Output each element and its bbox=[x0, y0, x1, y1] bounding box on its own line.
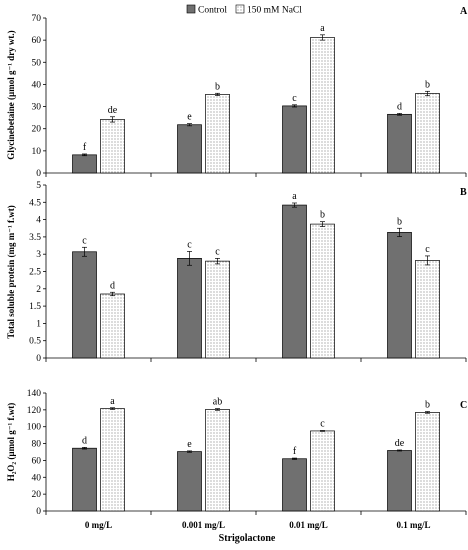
y-axis-title-b: Total soluble protein (mg m⁻¹ f.wt) bbox=[6, 205, 16, 338]
y-tick-label: 5 bbox=[36, 181, 41, 191]
x-axis-title: Strigolactone bbox=[219, 533, 276, 544]
bar-control bbox=[177, 451, 202, 512]
bar-salt bbox=[100, 119, 125, 174]
significance-letter: d bbox=[110, 280, 115, 291]
legend-label-control: Control bbox=[198, 6, 227, 16]
bar-control bbox=[282, 105, 307, 174]
bar-salt bbox=[205, 94, 230, 174]
category-label: 0.1 mg/L bbox=[396, 520, 430, 530]
bar-salt bbox=[310, 37, 335, 174]
y-tick-label: 60 bbox=[32, 36, 42, 46]
legend-label-salt: 150 mM NaCl bbox=[247, 6, 302, 16]
significance-letter: b bbox=[425, 79, 430, 90]
y-tick-label: 0 bbox=[36, 354, 41, 364]
bar-salt bbox=[100, 408, 125, 512]
significance-letter: de bbox=[395, 438, 405, 449]
legend: Control 150 mM NaCl bbox=[186, 4, 302, 16]
y-tick-label: 0 bbox=[36, 169, 41, 179]
significance-letter: de bbox=[108, 105, 118, 116]
bar-control bbox=[282, 204, 307, 359]
significance-letter: b bbox=[320, 210, 325, 221]
panel-c: C H₂O₂ (µmol g⁻¹ f.wt) 0 20 40 60 80 100 120 14… bbox=[6, 389, 467, 517]
y-tick-label: 10 bbox=[32, 147, 42, 157]
significance-letter: c bbox=[320, 419, 325, 430]
significance-letter: b bbox=[397, 216, 402, 227]
y-tick-label: 4 bbox=[36, 216, 41, 226]
significance-letter: ab bbox=[213, 397, 222, 408]
significance-letter: c bbox=[425, 244, 430, 255]
bar-salt bbox=[310, 223, 335, 359]
bar-control bbox=[387, 450, 412, 512]
significance-letter: c bbox=[215, 246, 220, 257]
bar-salt bbox=[205, 409, 230, 512]
y-tick-label: 1.5 bbox=[29, 302, 41, 312]
significance-letter: c bbox=[82, 235, 87, 246]
significance-letter: b bbox=[425, 400, 430, 411]
significance-letter: f bbox=[293, 446, 297, 457]
y-tick-label: 40 bbox=[32, 80, 42, 90]
significance-letter: d bbox=[397, 101, 402, 112]
bar-salt bbox=[205, 260, 230, 359]
panel-b: B Total soluble protein (mg m⁻¹ f.wt) 0 0… bbox=[6, 181, 467, 364]
panel-label-b: B bbox=[460, 187, 467, 198]
panel-a: A Glycinebetaine (µmol g⁻¹ dry wt.) 0 10 2… bbox=[6, 6, 468, 179]
significance-letter: a bbox=[320, 23, 325, 34]
y-axis-title-c: H₂O₂ (µmol g⁻¹ f.wt) bbox=[6, 403, 16, 482]
bar-salt bbox=[415, 93, 440, 174]
bar-control bbox=[387, 113, 412, 174]
y-tick-label: 0.5 bbox=[29, 337, 41, 347]
bar-control bbox=[387, 232, 412, 359]
y-tick-label: 20 bbox=[32, 125, 42, 135]
significance-letter: c bbox=[292, 93, 297, 104]
y-tick-label: 20 bbox=[32, 490, 42, 500]
y-tick-label: 30 bbox=[32, 103, 42, 113]
y-tick-label: 2 bbox=[36, 285, 41, 295]
y-tick-label: 70 bbox=[32, 14, 42, 24]
bar-control bbox=[177, 258, 202, 359]
y-tick-label: 4.5 bbox=[29, 198, 41, 208]
y-tick-label: 120 bbox=[27, 406, 42, 416]
y-tick-label: 3 bbox=[36, 250, 41, 260]
significance-letter: c bbox=[187, 239, 192, 250]
category-label: 0.001 mg/L bbox=[182, 520, 225, 530]
y-tick-label: 3.5 bbox=[29, 233, 41, 243]
y-axis-title-a: Glycinebetaine (µmol g⁻¹ dry wt.) bbox=[6, 30, 16, 159]
bar-salt bbox=[415, 260, 440, 359]
legend-swatch-salt bbox=[235, 4, 245, 14]
y-tick-label: 140 bbox=[27, 389, 42, 399]
bar-salt bbox=[415, 412, 440, 512]
bar-control bbox=[177, 124, 202, 174]
significance-letter: b bbox=[215, 81, 220, 92]
significance-letter: e bbox=[187, 112, 192, 123]
y-tick-label: 50 bbox=[32, 58, 42, 68]
y-tick-label: 2.5 bbox=[29, 268, 41, 278]
y-tick-label: 60 bbox=[32, 456, 42, 466]
significance-letter: a bbox=[110, 396, 115, 407]
bar-control bbox=[282, 458, 307, 512]
panel-label-a: A bbox=[460, 6, 468, 17]
y-tick-label: 40 bbox=[32, 473, 42, 483]
category-labels: 0 mg/L 0.001 mg/L 0.01 mg/L 0.1 mg/L bbox=[85, 520, 431, 530]
category-label: 0.01 mg/L bbox=[289, 520, 328, 530]
y-tick-label: 100 bbox=[27, 423, 42, 433]
significance-letter: f bbox=[83, 142, 87, 153]
legend-swatch-control bbox=[186, 4, 196, 14]
significance-letter: a bbox=[292, 191, 297, 202]
significance-letter: e bbox=[187, 439, 192, 450]
bar-salt bbox=[100, 293, 125, 359]
y-tick-label: 80 bbox=[32, 440, 42, 450]
bar-control bbox=[72, 251, 97, 359]
significance-letter: d bbox=[82, 435, 87, 446]
panel-label-c: C bbox=[460, 400, 467, 411]
category-label: 0 mg/L bbox=[85, 520, 112, 530]
bar-salt bbox=[310, 430, 335, 512]
bar-control bbox=[72, 154, 97, 174]
bar-control bbox=[72, 447, 97, 512]
y-tick-label: 1 bbox=[36, 319, 41, 329]
y-tick-label: 0 bbox=[36, 507, 41, 517]
